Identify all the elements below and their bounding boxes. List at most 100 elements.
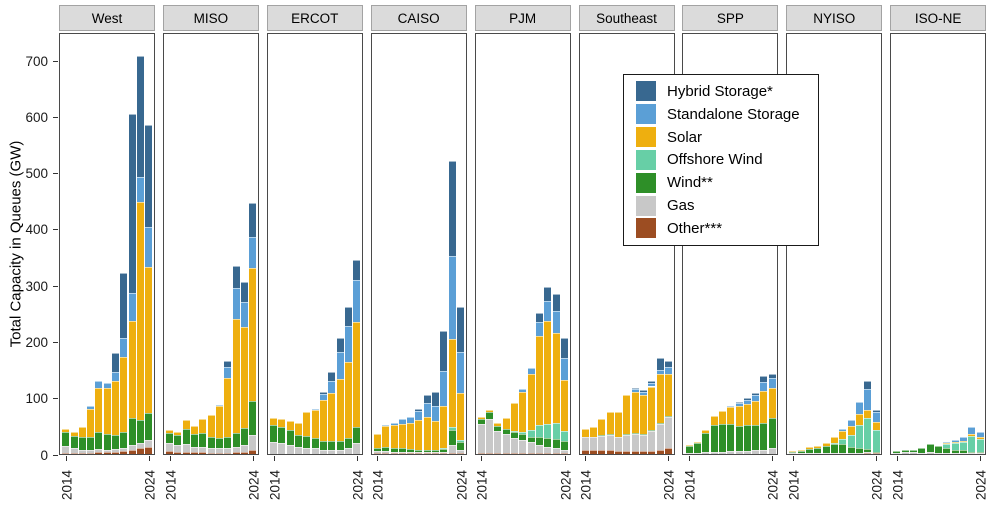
bar-segment-wind <box>128 418 136 445</box>
bar-segment-wind <box>344 438 352 449</box>
bar-segment-wind <box>319 440 327 450</box>
bar-segment-gas <box>249 435 257 450</box>
bar-segment-solar <box>614 411 622 437</box>
bar-segment-solar <box>269 418 277 425</box>
bar-segment-other <box>137 447 145 454</box>
bar-segment-wind <box>494 426 502 431</box>
bar-segment-standalone <box>95 380 103 388</box>
bar-segment-solar <box>752 401 760 425</box>
legend-item-gas: Gas <box>636 195 818 216</box>
bar-segment-offshore <box>440 447 448 449</box>
facet-strip-iso-ne: ISO-NE <box>890 5 987 31</box>
bar-segment-standalone <box>249 237 257 269</box>
bar-segment-gas <box>382 451 390 454</box>
bar-segment-gas <box>432 452 440 454</box>
bar-segment-hybrid <box>457 306 465 352</box>
bar-segment-solar <box>216 405 223 439</box>
bar-segment-wind <box>199 432 207 447</box>
bar-segment-hybrid <box>760 376 768 382</box>
bar-segment-solar <box>311 410 319 439</box>
bar-segment-wind <box>614 436 622 438</box>
bar-segment-other <box>432 453 440 454</box>
bar-segment-standalone <box>847 420 855 426</box>
bar-segment-wind <box>959 450 967 453</box>
bar-segment-solar <box>145 267 153 413</box>
bar-segment-gas <box>87 449 95 453</box>
facet-strip-miso: MISO <box>162 5 259 31</box>
bar-segment-solar <box>120 357 128 433</box>
bar-segment-wind <box>423 449 431 453</box>
bar-segment-other <box>477 452 485 454</box>
bar-segment-other <box>606 449 614 454</box>
bar-segment-gas <box>590 437 598 450</box>
bar-segment-wind <box>814 447 822 453</box>
bar-segment-wind <box>560 441 568 451</box>
bar-segment-standalone <box>648 383 656 387</box>
bar-segment-solar <box>648 386 656 430</box>
bar-segment-gas <box>519 439 527 454</box>
bar-segment-hybrid <box>224 361 232 367</box>
bar-segment-other <box>639 451 647 454</box>
bar-segment-gas <box>918 452 926 454</box>
bar-segment-solar <box>87 409 95 438</box>
bar-segment-solar <box>224 378 232 438</box>
bar-segment-other <box>415 453 423 454</box>
bar-segment-solar <box>382 425 390 448</box>
bar-segment-standalone <box>382 424 390 426</box>
bar-segment-standalone <box>552 310 560 334</box>
bar-segment-other <box>240 451 248 454</box>
bar-segment-hybrid <box>328 372 336 381</box>
bar-segment-solar <box>240 326 248 429</box>
bar-segment-solar <box>598 419 606 436</box>
bar-segment-gas <box>527 442 535 454</box>
bar-segment-other <box>502 453 510 454</box>
legend-swatch-offshore <box>636 149 656 170</box>
bar-segment-solar <box>527 373 535 430</box>
bar-segment-standalone <box>560 357 568 380</box>
bar-segment-solar <box>943 442 951 444</box>
bar-segment-hybrid <box>319 391 327 395</box>
bar-segment-solar <box>959 440 967 442</box>
x-tick-mark <box>377 456 379 461</box>
bar-segment-gas <box>477 423 485 453</box>
bar-segment-wind <box>232 432 240 447</box>
y-tick-mark <box>53 341 58 343</box>
bar-segment-wind <box>581 436 589 438</box>
bar-segment-gas <box>536 445 544 454</box>
bar-segment-standalone <box>311 409 319 411</box>
bar-segment-gas <box>976 453 984 454</box>
legend-label: Hybrid Storage* <box>667 82 773 100</box>
bar-segment-hybrid <box>664 361 672 367</box>
bar-segment-standalone <box>128 292 136 322</box>
bar-segment-gas <box>216 448 223 453</box>
bar-segment-gas <box>240 445 248 452</box>
bar-segment-gas <box>934 452 942 454</box>
bar-segment-solar <box>286 421 294 431</box>
bar-segment-gas <box>926 451 934 454</box>
bar-segment-gas <box>128 445 136 450</box>
bar-segment-standalone <box>768 378 776 389</box>
bar-segment-solar <box>710 416 718 425</box>
bar-segment-solar <box>639 394 647 435</box>
bar-segment-hybrid <box>743 398 751 400</box>
bar-segment-solar <box>448 339 456 427</box>
bar-segment-standalone <box>328 380 336 394</box>
bar-segment-wind <box>768 418 776 449</box>
bar-segment-wind <box>278 427 286 443</box>
bar-segment-offshore <box>968 436 976 452</box>
x-tick-label: 2024 <box>973 469 989 501</box>
bar-segment-gas <box>760 449 768 454</box>
bar-segment-solar <box>831 437 839 444</box>
bar-segment-wind <box>831 443 839 453</box>
bar-segment-wind <box>623 433 631 435</box>
bar-segment-solar <box>477 417 485 420</box>
bar-segment-standalone <box>336 351 344 379</box>
bar-segment-offshore <box>448 427 456 431</box>
bar-segment-solar <box>806 447 814 449</box>
bar-segment-solar <box>727 407 735 425</box>
bar-segment-wind <box>918 448 926 453</box>
bar-segment-wind <box>382 447 390 452</box>
bar-segment-gas <box>166 442 174 452</box>
bar-segment-solar <box>415 420 423 450</box>
legend-item-offshore: Offshore Wind <box>636 149 818 170</box>
